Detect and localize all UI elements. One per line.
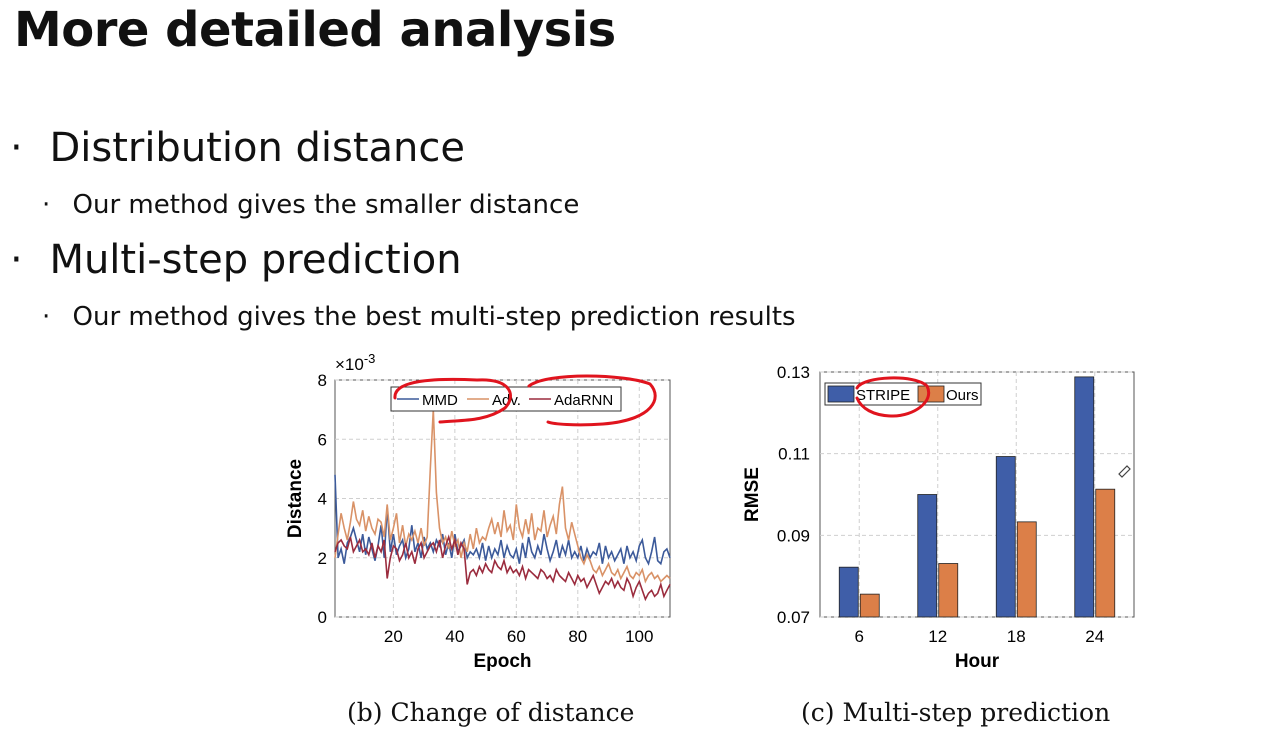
legend-swatch xyxy=(827,385,855,403)
page-title: More detailed analysis xyxy=(14,2,616,58)
bullet-distribution-distance: · Distribution distance xyxy=(10,125,465,171)
series-line-mmd xyxy=(334,474,671,566)
x-tick-label: 12 xyxy=(928,627,947,646)
bullet-multi-step-prediction: · Multi-step prediction xyxy=(10,237,462,283)
x-tick-label: 100 xyxy=(625,627,653,646)
x-axis-label: Hour xyxy=(955,651,1000,672)
chart-b-caption: (b) Change of distance xyxy=(347,698,635,727)
legend-label: Ours xyxy=(946,387,979,404)
bar-ours-12 xyxy=(938,563,959,618)
bullet-dot: · xyxy=(10,125,23,171)
bar-stripe-24 xyxy=(1074,376,1095,618)
bar-stripe-12 xyxy=(917,494,938,618)
x-tick-label: 18 xyxy=(1007,627,1026,646)
x-tick-label: 40 xyxy=(445,627,464,646)
x-tick-label: 6 xyxy=(855,627,864,646)
bullet-text: Distribution distance xyxy=(49,125,466,171)
bar-ours-18 xyxy=(1016,521,1037,618)
legend-swatch xyxy=(917,385,945,403)
sub-bullet-text: Our method gives the best multi-step pre… xyxy=(72,302,796,332)
y-tick-label: 0.11 xyxy=(778,445,810,464)
annotation-circle-adarnn xyxy=(527,374,657,427)
pen-cursor-icon xyxy=(1118,465,1131,478)
y-exponent-label: ×10-3 xyxy=(335,351,375,374)
y-axis-label: RMSE xyxy=(742,467,763,522)
bar-stripe-6 xyxy=(838,566,859,618)
y-tick-label: 2 xyxy=(318,549,327,568)
y-tick-label: 0.07 xyxy=(777,608,810,627)
y-tick-label: 4 xyxy=(318,490,327,509)
plot-area xyxy=(334,379,671,618)
sub-bullet-dot: · xyxy=(42,190,51,220)
legend-label: AdaRNN xyxy=(554,392,613,409)
bullet-text: Multi-step prediction xyxy=(49,237,462,283)
annotation-circle-mmd-adv xyxy=(393,377,512,424)
annotation-circle-stripe xyxy=(855,376,931,418)
chart-c-caption: (c) Multi-step prediction xyxy=(801,698,1111,727)
x-axis-label: Epoch xyxy=(473,651,531,672)
legend-label: MMD xyxy=(422,392,458,409)
y-tick-label: 0 xyxy=(318,608,327,627)
x-tick-label: 60 xyxy=(507,627,526,646)
sub-bullet-multistep: · Our method gives the best multi-step p… xyxy=(42,302,796,332)
rmse-bar-chart: 0.07 0.09 0.11 0.13 6 12 18 24 Hour RMSE STRIPE Our… xyxy=(742,363,1135,672)
y-tick-label: 0.13 xyxy=(777,363,810,382)
y-tick-label: 8 xyxy=(318,371,327,390)
x-tick-label: 20 xyxy=(384,627,403,646)
x-tick-label: 80 xyxy=(568,627,587,646)
y-axis-label: Distance xyxy=(285,459,306,538)
y-tick-label: 0.09 xyxy=(777,526,810,545)
bar-ours-6 xyxy=(859,593,880,618)
series-line-adarnn xyxy=(334,534,671,602)
legend-label: STRIPE xyxy=(856,387,910,404)
bar-ours-24 xyxy=(1095,488,1116,618)
series-line-adv xyxy=(334,409,671,584)
sub-bullet-dot: · xyxy=(42,302,51,332)
y-tick-label: 6 xyxy=(318,430,327,449)
sub-bullet-distance: · Our method gives the smaller distance xyxy=(42,190,579,220)
x-tick-label: 24 xyxy=(1085,627,1104,646)
distance-line-chart: 0 2 4 6 8 20 40 60 80 100 ×10-3 Epoch Distance MMD Adv… xyxy=(285,351,671,672)
legend-label: Adv. xyxy=(492,392,521,409)
bullet-dot: · xyxy=(10,237,23,283)
sub-bullet-text: Our method gives the smaller distance xyxy=(72,190,580,220)
bar-stripe-18 xyxy=(995,456,1016,618)
